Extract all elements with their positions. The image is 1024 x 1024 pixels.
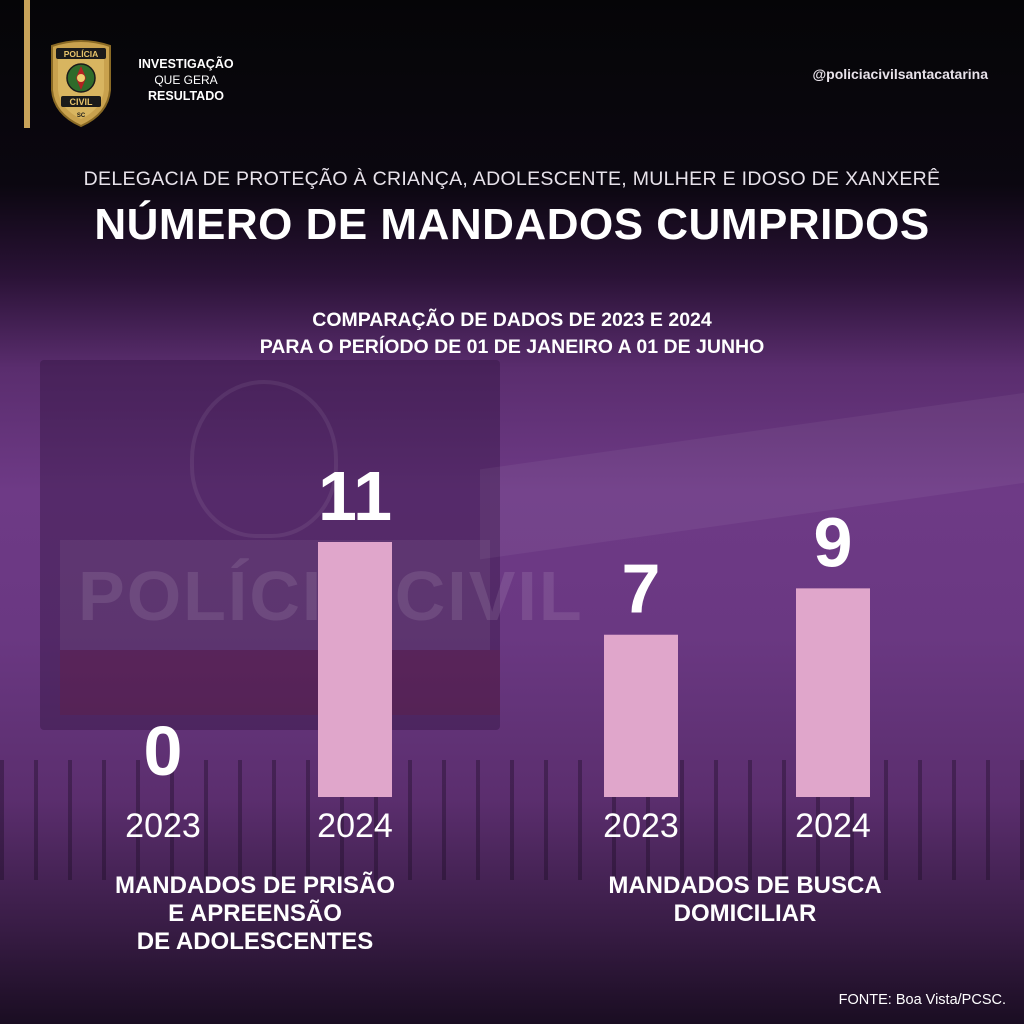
comparison-line-1: COMPARAÇÃO DE DADOS DE 2023 E 2024 [312,309,712,331]
group-label-prisao: MANDADOS DE PRISÃO E APREENSÃO DE ADOLES… [60,872,450,956]
year-label: 2023 [603,807,679,845]
tagline-line-1: INVESTIGAÇÃO [138,57,234,71]
year-label: 2023 [125,807,201,845]
tagline-line-3: RESULTADO [148,89,224,103]
tagline: INVESTIGAÇÃO QUE GERA RESULTADO [128,56,244,104]
comparison-line-2: PARA O PERÍODO DE 01 DE JANEIRO A 01 DE … [259,336,765,358]
value-label: 11 [318,457,392,535]
background-plate [60,540,490,650]
group-label-busca: MANDADOS DE BUSCA DOMICILIAR [560,872,930,928]
tagline-line-2: QUE GERA [154,73,218,87]
source-note: FONTE: Boa Vista/PCSC. [838,992,1006,1008]
social-handle: @policiacivilsantacatarina [812,66,988,82]
group-label-line: MANDADOS DE BUSCA [608,872,882,899]
group-label-line: E APREENSÃO [168,900,342,927]
bar-0-2024 [318,542,392,797]
year-label: 2024 [317,807,393,845]
background-shield-emblem [190,380,338,538]
value-label: 7 [622,550,661,628]
badge-text-bottom: SC [77,113,86,119]
badge-text-top: POLÍCIA [64,49,98,59]
gold-vertical-line [24,0,30,128]
background-sign [60,650,500,715]
group-label-line: DOMICILIAR [673,900,817,927]
value-label: 0 [144,712,183,790]
value-label: 9 [814,503,853,581]
group-label-line: DE ADOLESCENTES [136,928,374,955]
bar-1-2023 [604,634,678,797]
comparison-text: COMPARAÇÃO DE DADOS DE 2023 E 2024 PARA … [0,307,1024,361]
group-label-line: MANDADOS DE PRISÃO [114,872,396,899]
bar-1-2024 [796,588,870,797]
page-title: NÚMERO DE MANDADOS CUMPRIDOS [94,200,930,249]
subtitle: DELEGACIA DE PROTEÇÃO À CRIANÇA, ADOLESC… [83,168,941,190]
policia-civil-badge-logo: POLÍCIA CIVIL SC [51,40,111,128]
year-label: 2024 [795,807,871,845]
badge-text-mid: CIVIL [69,97,93,107]
